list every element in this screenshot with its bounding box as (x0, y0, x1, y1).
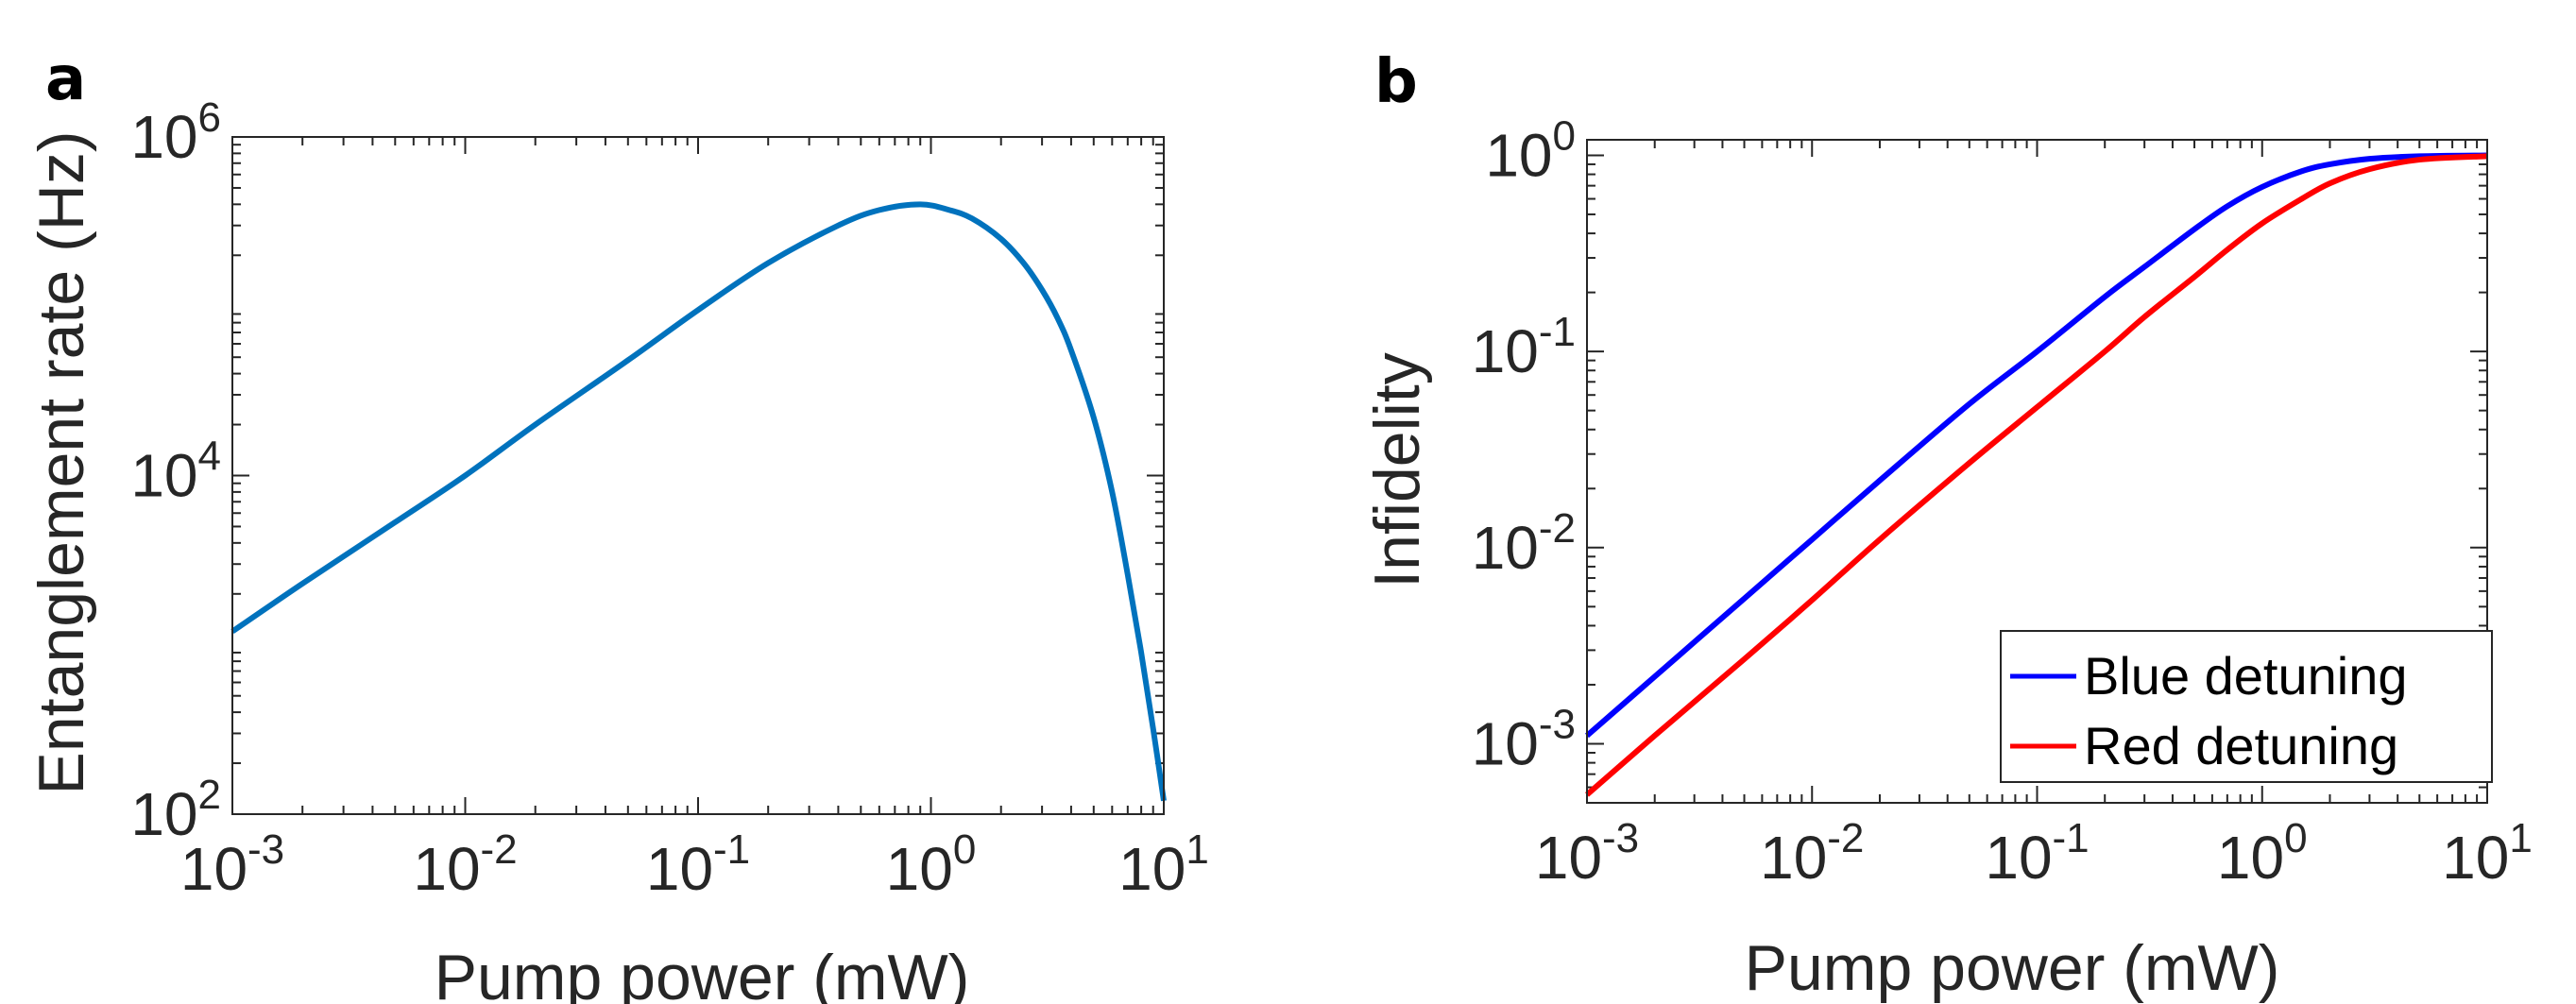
x-tick-label: 10-3 (1535, 815, 1639, 892)
y-tick-label: 106 (130, 94, 221, 171)
x-tick-label: 10-3 (180, 826, 284, 903)
legend-label-blue-detuning: Blue detuning (2084, 646, 2408, 706)
panel-b: b 10-3 10-2 10-1 100 101 10-3 10-2 10-1 100 Pump… (1361, 47, 2533, 1004)
y-tick-label: 102 (130, 772, 221, 848)
y-tick-label: 10-3 (1472, 701, 1576, 777)
series-line-0 (230, 201, 1167, 802)
y-axis-label-a: Entanglement rate (Hz) (26, 131, 97, 795)
x-tick-label: 10-2 (413, 826, 517, 903)
legend-label-red-detuning: Red detuning (2084, 716, 2398, 775)
plot-area-b: 10-3 10-2 10-1 100 101 10-3 10-2 10-1 100 (1472, 112, 2533, 892)
x-tick-label: 100 (886, 826, 977, 903)
x-tick-label: 101 (2442, 815, 2533, 892)
x-tick-label: 10-1 (1985, 815, 2089, 892)
plot-area-a: 10-3 10-2 10-1 100 101 102 104 106 (130, 94, 1209, 903)
x-axis-label-a: Pump power (mW) (435, 942, 970, 1004)
panel-a: a 10-3 10-2 10-1 100 101 102 104 106 Pump power… (26, 44, 1209, 1004)
y-tick-label: 104 (130, 434, 221, 510)
x-tick-label: 10-2 (1760, 815, 1864, 892)
x-tick-label: 10-1 (646, 826, 750, 903)
legend-b: Blue detuning Red detuning (2000, 630, 2493, 783)
series-line-0 (1585, 152, 2488, 739)
axes-frame (231, 136, 1165, 815)
legend-box (2000, 630, 2493, 783)
axes-frame (1586, 139, 2488, 804)
x-axis-label-b: Pump power (mW) (1745, 932, 2280, 1004)
y-tick-label: 10-2 (1472, 505, 1576, 582)
y-axis-label-b: Infidelity (1361, 352, 1433, 587)
y-tick-label: 10-1 (1472, 309, 1576, 385)
series-line-1 (1585, 153, 2488, 797)
x-tick-label: 101 (1118, 826, 1209, 903)
panel-letter-b: b (1374, 47, 1418, 117)
x-tick-label: 100 (2217, 815, 2308, 892)
y-tick-label: 100 (1485, 112, 1576, 189)
panel-letter-a: a (45, 44, 86, 114)
